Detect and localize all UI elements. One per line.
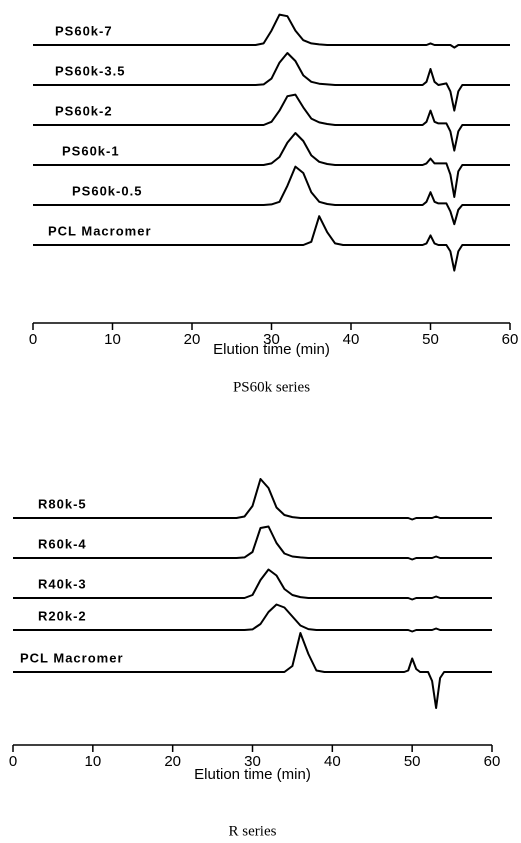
trace: [13, 525, 492, 561]
x-tick-label: 40: [324, 753, 341, 770]
x-tick-label: 60: [484, 753, 501, 770]
trace: [33, 215, 510, 272]
x-tick-label: 60: [502, 331, 519, 348]
x-axis-label: Elution time (min): [194, 766, 311, 783]
trace-label: PS60k-2: [55, 103, 113, 118]
trace-label: PS60k-3.5: [55, 63, 125, 78]
trace-label: R80k-5: [38, 496, 87, 511]
x-tick-label: 40: [343, 331, 360, 348]
x-tick-label: 20: [184, 331, 201, 348]
trace: [33, 93, 510, 152]
trace-label: PS60k-0.5: [72, 183, 142, 198]
x-tick-label: 30: [244, 753, 261, 770]
trace: [33, 52, 510, 112]
x-tick-label: 50: [404, 753, 421, 770]
trace: [13, 632, 492, 709]
x-tick-label: 0: [29, 331, 37, 348]
trace-label: PS60k-7: [55, 23, 113, 38]
trace: [13, 568, 492, 601]
x-tick-label: 0: [9, 753, 17, 770]
trace-label: R20k-2: [38, 608, 87, 623]
trace-label: PCL Macromer: [48, 223, 152, 238]
x-axis-label: Elution time (min): [213, 341, 330, 358]
x-tick-label: 20: [164, 753, 181, 770]
caption: R series: [229, 823, 277, 839]
trace: [33, 13, 510, 49]
trace: [33, 132, 510, 198]
caption: PS60k series: [233, 379, 310, 395]
x-tick-label: 30: [263, 331, 280, 348]
trace: [13, 603, 492, 633]
x-tick-label: 10: [84, 753, 101, 770]
trace: [13, 478, 492, 521]
trace-label: PS60k-1: [62, 143, 120, 158]
trace-label: R60k-4: [38, 536, 87, 551]
trace-label: PCL Macromer: [20, 650, 124, 665]
x-tick-label: 10: [104, 331, 121, 348]
trace: [33, 165, 510, 226]
x-tick-label: 50: [422, 331, 439, 348]
trace-label: R40k-3: [38, 576, 87, 591]
